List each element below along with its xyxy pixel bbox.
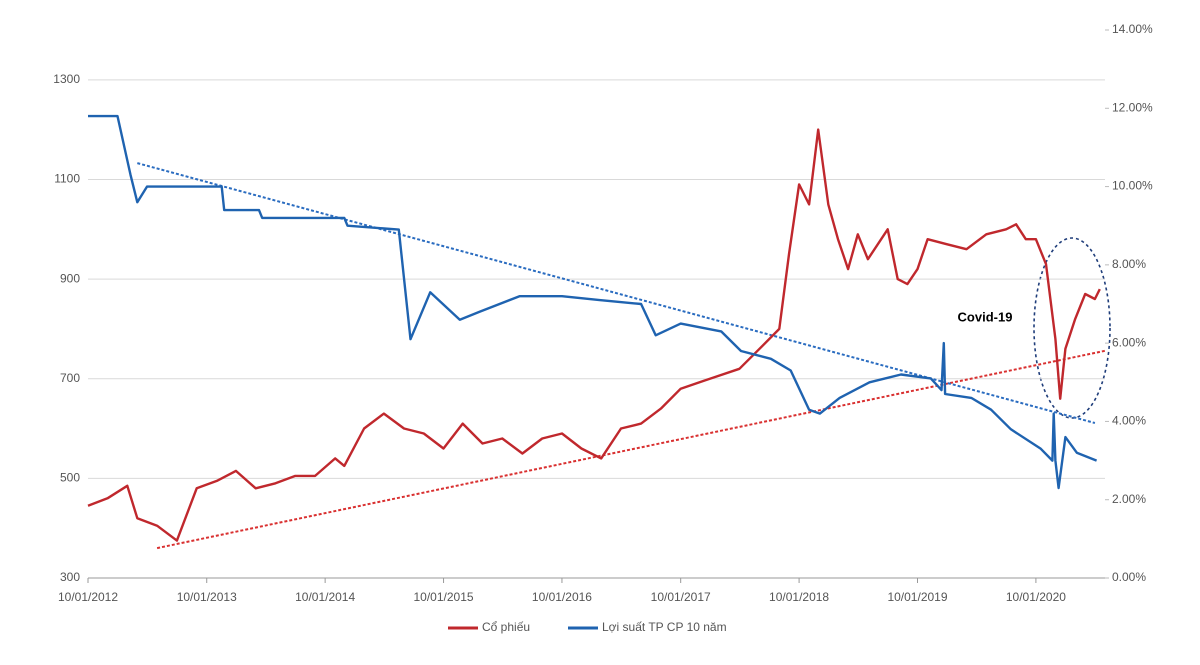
x-tick-label: 10/01/2014 [295,590,355,604]
x-tick-label: 10/01/2020 [1006,590,1066,604]
x-tick-label: 10/01/2012 [58,590,118,604]
y2-tick-label: 2.00% [1112,492,1146,506]
series-line [87,128,1101,542]
y-tick-label: 1100 [54,172,80,186]
y2-tick-label: 8.00% [1112,257,1146,271]
legend-label: Lợi suất TP CP 10 năm [602,620,727,634]
trend-line [156,349,1106,550]
y2-tick-label: 12.00% [1112,100,1153,114]
y-tick-label: 700 [60,371,80,385]
trend-line [137,162,1096,424]
series-line [88,114,1098,490]
y2-tick-label: 14.00% [1112,22,1153,36]
y2-tick-label: 10.00% [1112,179,1153,193]
y2-tick-label: 4.00% [1112,414,1146,428]
y-tick-label: 900 [60,271,80,285]
y2-tick-label: 0.00% [1112,570,1146,584]
x-tick-label: 10/01/2017 [651,590,711,604]
legend-label: Cổ phiếu [482,620,530,634]
x-tick-label: 10/01/2015 [414,590,474,604]
x-tick-label: 10/01/2019 [887,590,947,604]
annotation: Covid-19 [958,309,1013,324]
y-tick-label: 500 [60,471,80,485]
y-tick-label: 1300 [53,72,80,86]
y2-tick-label: 6.00% [1112,335,1146,349]
y-tick-label: 300 [60,570,80,584]
covid-ellipse [1033,237,1111,419]
x-tick-label: 10/01/2016 [532,590,592,604]
x-tick-label: 10/01/2013 [177,590,237,604]
x-tick-label: 10/01/2018 [769,590,829,604]
